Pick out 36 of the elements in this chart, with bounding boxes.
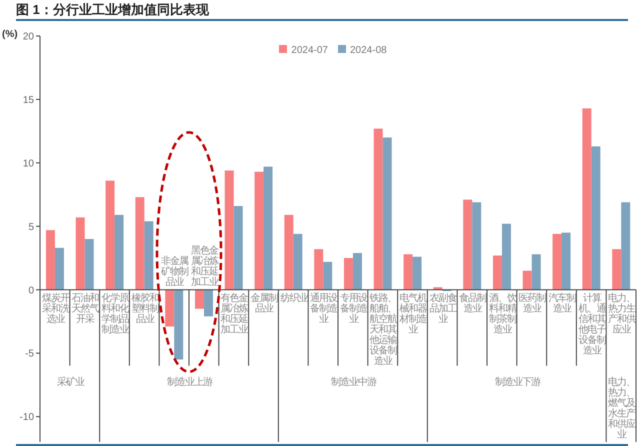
annotation: 电力、热力、燃气及水生产和供应业 <box>608 376 636 440</box>
x-tick-label: 电力、热力生产和供应业 <box>608 292 636 336</box>
x-tick-label: 计算机、通信和其他电子设备制造业 <box>578 292 606 356</box>
x-tick-label: 非金属矿物制品业 <box>160 254 190 288</box>
x-tick-label: 化学原料和化学制品制造业 <box>102 292 130 336</box>
y-tick-label: 10 <box>22 158 34 170</box>
x-tick-label: 黑色金属冶炼和压延加工业 <box>190 244 219 288</box>
x-tick-label: 铁路、船舶、航空航天和其他运输设备制造业 <box>368 292 398 367</box>
x-tick-label: 专用设备制造业 <box>340 292 368 325</box>
y-tick-label: 5 <box>28 222 34 233</box>
x-tick-label: 食品制造业 <box>459 292 488 314</box>
y-tick-label: -10 <box>20 412 34 424</box>
legend-label: 2024-08 <box>350 45 387 56</box>
annotation: 制造业中游 <box>330 376 377 388</box>
legend-label: 2024-07 <box>291 45 328 56</box>
annotation: 制造业下游 <box>494 376 541 388</box>
x-tick-label: 石油和天然气开采 <box>72 292 100 325</box>
x-tick-label: 金属制品业 <box>250 292 278 314</box>
x-tick-label: 纺织业 <box>280 292 308 304</box>
chart-title: 图 1：分行业工业增加值同比表现 <box>16 1 628 21</box>
y-tick-label: 0 <box>28 285 34 296</box>
y-tick-label: 20 <box>22 32 34 43</box>
x-tick-label: 通用设备制造业 <box>310 292 338 325</box>
y-axis-title: (%) <box>2 29 18 40</box>
y-tick-label: 15 <box>22 94 34 106</box>
x-tick-label: 有色金属冶炼和压延加工业 <box>220 292 249 336</box>
y-tick-label: -5 <box>25 348 34 360</box>
annotation: 采矿业 <box>56 376 85 388</box>
x-tick-label: 汽车制造业 <box>548 292 576 314</box>
annotation: 制造业上游 <box>167 376 213 388</box>
x-tick-label: 橡胶和塑料制品业 <box>131 292 160 325</box>
x-tick-label: 医药制造业 <box>518 292 547 314</box>
x-tick-label: 煤炭开采和洗选业 <box>42 292 70 325</box>
x-tick-label: 酒、饮料和精制茶制造业 <box>488 292 517 336</box>
x-tick-label: 电气机械和器材制造业 <box>398 292 428 336</box>
x-tick-label: 农副食品加工业 <box>429 292 458 325</box>
